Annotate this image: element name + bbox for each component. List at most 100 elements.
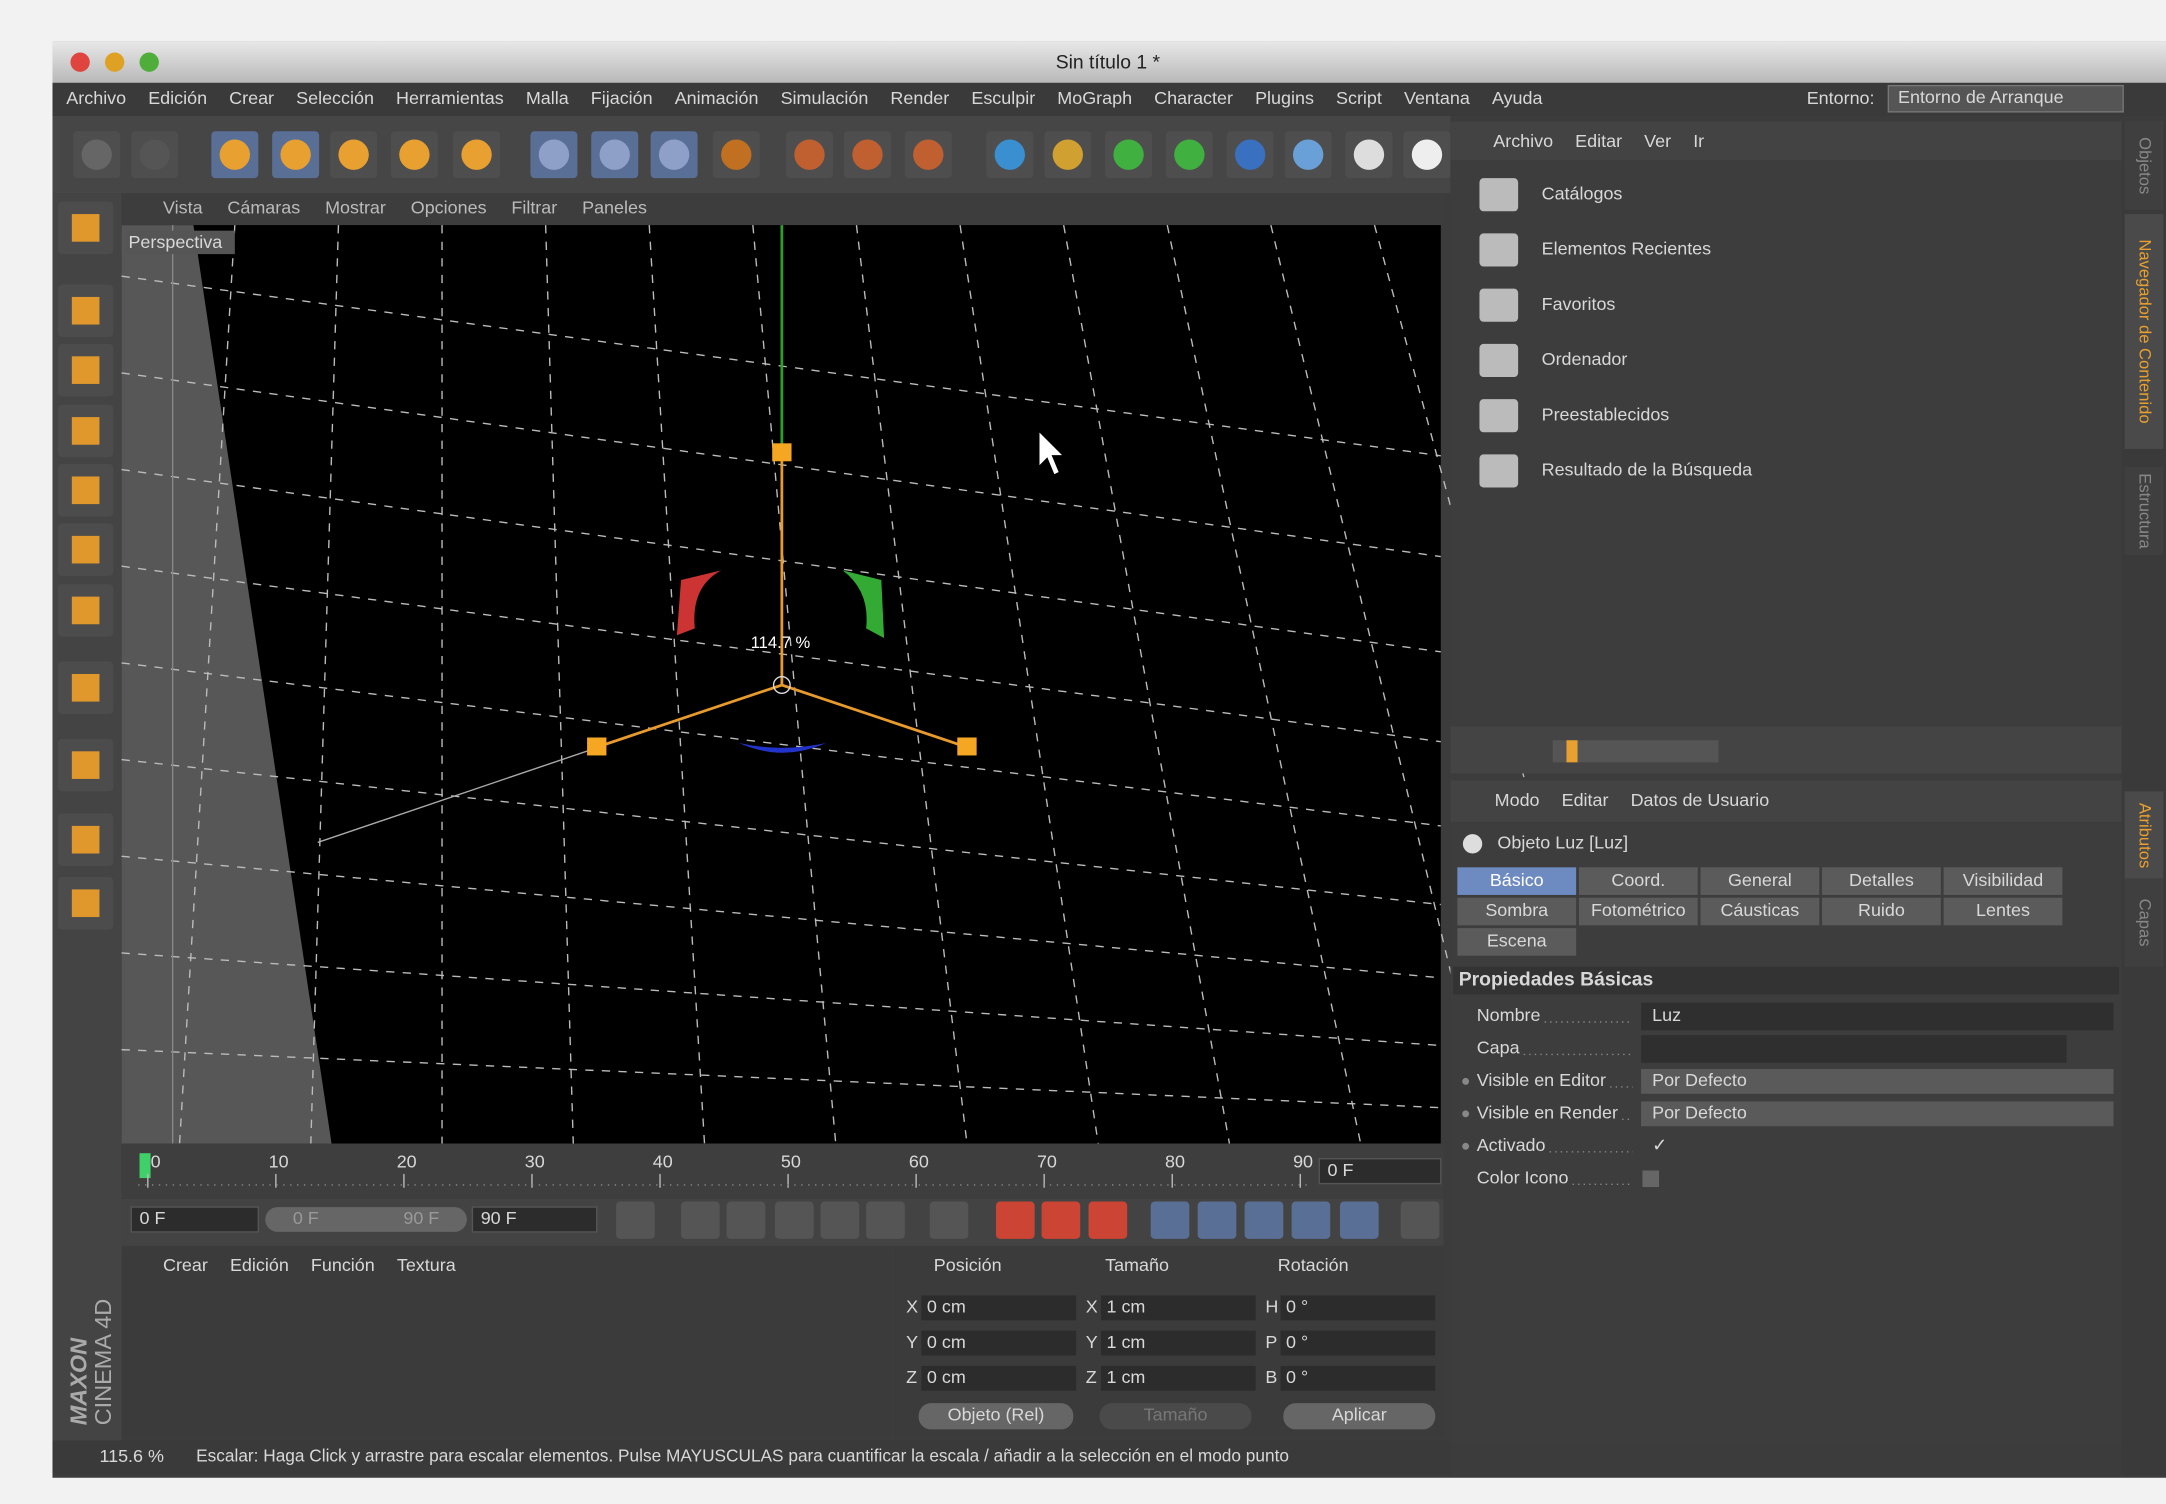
viewport-menu-item[interactable]: Paneles [582, 197, 647, 217]
playback-button[interactable] [1244, 1201, 1284, 1239]
menu-item[interactable]: Fijación [591, 88, 653, 108]
browser-menu-item[interactable]: Ver [1644, 131, 1671, 151]
viewport-menu-item[interactable]: Opciones [411, 197, 487, 217]
object-menu-item[interactable]: Edición [230, 1255, 289, 1275]
browser-menu-item[interactable]: Ir [1693, 131, 1704, 151]
menu-item[interactable]: Crear [229, 88, 274, 108]
zoom-slider-knob[interactable] [1566, 740, 1578, 763]
playback-button[interactable] [1400, 1201, 1440, 1239]
zoom-button[interactable] [139, 52, 159, 72]
scale-gizmo[interactable] [596, 452, 968, 749]
menu-item[interactable]: Selección [296, 88, 374, 108]
playhead[interactable] [139, 1153, 151, 1179]
attribute-tab[interactable] [1700, 867, 1820, 895]
attributes-menu-item[interactable]: Datos de Usuario [1631, 790, 1770, 810]
menu-item[interactable]: Simulación [781, 88, 869, 108]
coord-button[interactable] [1099, 1403, 1252, 1430]
menu-item[interactable]: Animación [675, 88, 759, 108]
playback-button[interactable] [681, 1201, 720, 1239]
browser-item[interactable]: Resultado de la Búsqueda [1542, 460, 1752, 480]
color-swatch[interactable] [1642, 1170, 1660, 1188]
menu-item[interactable]: Character [1154, 88, 1233, 108]
browser-item[interactable]: Elementos Recientes [1542, 239, 1712, 259]
browser-item[interactable]: Favoritos [1542, 294, 1616, 314]
field-value[interactable]: Luz [1652, 1005, 1681, 1025]
viewport-menu-item[interactable]: Mostrar [325, 197, 386, 217]
coord-field[interactable] [1100, 1365, 1256, 1391]
current-frame-box[interactable] [1318, 1158, 1442, 1185]
menu-item[interactable]: Render [890, 88, 949, 108]
menu-item[interactable]: Ayuda [1492, 88, 1543, 108]
viewport-menu-item[interactable]: Filtrar [511, 197, 557, 217]
coord-field[interactable] [921, 1365, 1077, 1391]
browser-menu-item[interactable]: Editar [1575, 131, 1622, 151]
end-frame-box[interactable] [471, 1206, 598, 1233]
field-value[interactable]: ✓ [1652, 1135, 1667, 1155]
attribute-tab[interactable] [1457, 897, 1577, 926]
attributes-menu-item[interactable]: Editar [1562, 790, 1609, 810]
browser-icon[interactable] [1479, 178, 1519, 212]
playback-button[interactable] [820, 1201, 860, 1239]
browser-icon[interactable] [1479, 233, 1519, 267]
gizmo-handle[interactable] [957, 737, 977, 756]
playback-button[interactable] [616, 1201, 655, 1239]
attribute-tab[interactable] [1822, 867, 1941, 895]
coord-button[interactable] [918, 1403, 1074, 1430]
field-input[interactable] [1641, 1035, 2067, 1063]
side-tab[interactable] [2124, 878, 2164, 967]
close-button[interactable] [70, 52, 90, 72]
playback-button[interactable] [774, 1201, 814, 1239]
playback-button[interactable] [1197, 1201, 1237, 1239]
keyframe-dot[interactable] [1462, 1077, 1470, 1085]
field-select[interactable] [1641, 1101, 2114, 1127]
object-menu-item[interactable]: Crear [163, 1255, 208, 1275]
menu-item[interactable]: MoGraph [1057, 88, 1132, 108]
attribute-tab[interactable] [1578, 897, 1698, 926]
gizmo-handle[interactable] [772, 443, 792, 462]
zoom-slider[interactable] [1552, 740, 1719, 763]
viewport-menu-item[interactable]: Vista [163, 197, 203, 217]
coord-field[interactable] [1100, 1295, 1256, 1321]
field-value[interactable]: Por Defecto [1652, 1103, 1747, 1123]
browser-icon[interactable] [1479, 288, 1519, 322]
menu-item[interactable]: Script [1336, 88, 1382, 108]
attributes-menu-item[interactable]: Modo [1495, 790, 1540, 810]
object-menu-item[interactable]: Función [311, 1255, 375, 1275]
menu-item[interactable]: Malla [526, 88, 569, 108]
coord-field[interactable] [1100, 1330, 1256, 1356]
browser-icon[interactable] [1479, 454, 1519, 488]
environment-select[interactable] [1887, 84, 2124, 113]
side-tab[interactable] [2124, 466, 2164, 556]
attribute-tab[interactable] [1457, 867, 1577, 895]
menu-item[interactable]: Edición [148, 88, 207, 108]
minimize-button[interactable] [104, 52, 125, 72]
coord-field[interactable] [921, 1330, 1077, 1356]
range-slider[interactable] [265, 1207, 467, 1232]
playback-button[interactable] [995, 1201, 1035, 1239]
playback-button[interactable] [1088, 1201, 1128, 1239]
playback-button[interactable] [1291, 1201, 1331, 1239]
side-tab[interactable] [2124, 791, 2164, 880]
browser-item[interactable]: Catálogos [1542, 183, 1623, 203]
environment-value[interactable]: Entorno de Arranque [1898, 87, 2064, 107]
field-select[interactable] [1641, 1068, 2114, 1094]
coord-field[interactable] [1280, 1365, 1436, 1391]
side-tab[interactable] [2124, 121, 2164, 210]
gizmo-handle[interactable] [587, 737, 607, 756]
playback-button[interactable] [1041, 1201, 1081, 1239]
attribute-tab[interactable] [1578, 867, 1698, 895]
browser-menu-item[interactable]: Archivo [1493, 131, 1553, 151]
playback-button[interactable] [866, 1201, 905, 1239]
side-tab[interactable] [2124, 214, 2164, 449]
menu-item[interactable]: Plugins [1255, 88, 1314, 108]
menu-item[interactable]: Esculpir [971, 88, 1035, 108]
attribute-tab[interactable] [1457, 928, 1577, 956]
playback-button[interactable] [1150, 1201, 1190, 1239]
playback-button[interactable] [929, 1201, 969, 1239]
start-frame-box[interactable] [130, 1206, 260, 1233]
coord-button[interactable] [1283, 1403, 1436, 1430]
attribute-tab[interactable] [1943, 897, 2063, 926]
coord-field[interactable] [1280, 1330, 1436, 1356]
coord-field[interactable] [1280, 1295, 1436, 1321]
keyframe-dot[interactable] [1462, 1110, 1470, 1118]
